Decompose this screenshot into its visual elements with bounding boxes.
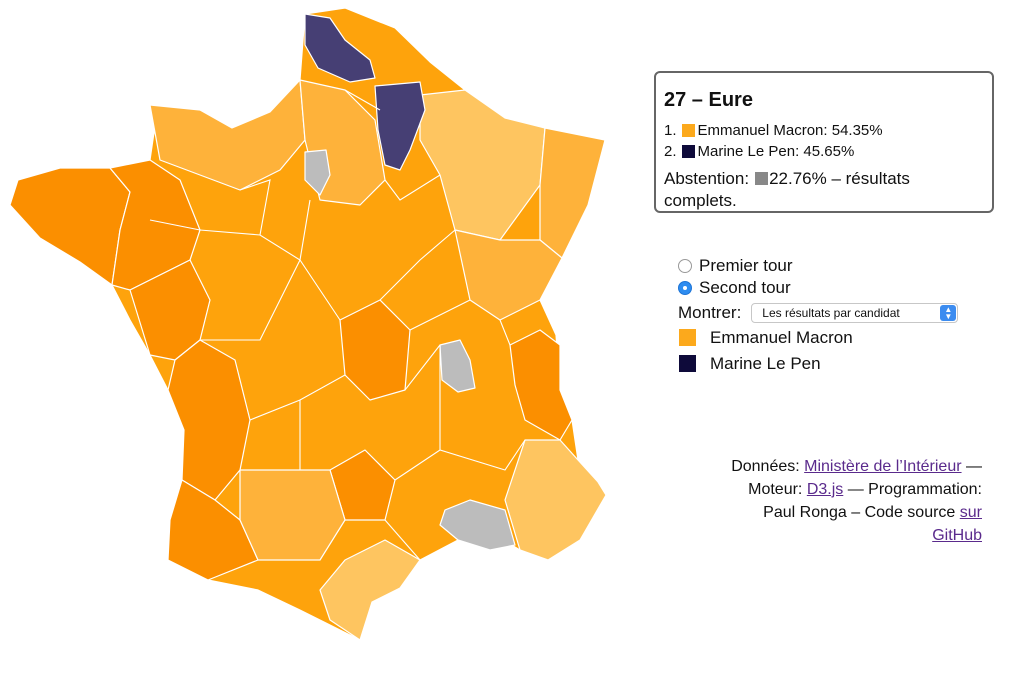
department-area[interactable]	[167, 339, 251, 501]
show-label: Montrer:	[678, 303, 742, 322]
radio-button-icon[interactable]	[678, 259, 692, 273]
departments-layer	[9, 7, 607, 641]
department-area[interactable]	[454, 229, 563, 321]
result-text: Emmanuel Macron: 54.35%	[697, 122, 883, 139]
department-border	[409, 299, 471, 331]
radio-label[interactable]: Second tour	[699, 278, 791, 297]
department-border	[299, 199, 311, 261]
credits-programming: — Programmation: Paul Ronga –	[763, 481, 982, 521]
department-area[interactable]	[319, 539, 421, 641]
github-link[interactable]: sur GitHub	[932, 504, 982, 544]
ministere-link[interactable]: Ministère de l’Intérieur	[804, 458, 962, 475]
d3-link[interactable]: D3.js	[806, 481, 844, 498]
abstention-swatch	[755, 172, 769, 185]
department-area[interactable]	[129, 259, 211, 361]
department-border	[499, 319, 511, 346]
credits-engine-label: — Moteur:	[748, 458, 982, 498]
credits: Données: Ministère de l’Intérieur — Mote…	[720, 455, 982, 547]
credits-source-label: Code source	[864, 504, 956, 521]
map-controls: Premier tour Second tour Montrer: Les ré…	[678, 255, 998, 376]
result-rank: 1.	[664, 122, 677, 139]
abstention-label: Abstention:	[664, 169, 750, 188]
legend-item-macron: Emmanuel Macron	[678, 325, 998, 350]
department-area[interactable]	[504, 439, 607, 561]
department-border	[199, 229, 341, 321]
legend-swatch	[679, 329, 696, 346]
abstention-value: 22.76% – résultats complets.	[664, 169, 910, 210]
department-area[interactable]	[9, 167, 131, 286]
select-stepper-icon[interactable]: ▲ ▼	[940, 305, 957, 321]
department-area[interactable]	[539, 127, 606, 259]
legend-swatch	[679, 355, 696, 372]
result-text: Marine Le Pen: 45.65%	[697, 143, 855, 160]
department-area[interactable]	[509, 329, 573, 441]
legend-item-lepen: Marine Le Pen	[678, 351, 998, 376]
result-rank: 2.	[664, 143, 677, 160]
department-border	[149, 219, 201, 231]
department-area[interactable]	[439, 499, 516, 551]
radio-button-icon[interactable]	[678, 281, 692, 295]
department-border	[394, 439, 526, 481]
department-border	[404, 344, 441, 391]
show-select[interactable]: Les résultats par candidat ▲ ▼	[751, 303, 959, 323]
department-area[interactable]	[304, 13, 376, 83]
department-border	[239, 179, 271, 236]
department-info-box: 27 – Eure 1. Emmanuel Macron: 54.35% 2. …	[654, 71, 994, 213]
show-select-value[interactable]: Les résultats par candidat	[762, 306, 900, 320]
department-border	[200, 259, 301, 341]
department-border	[379, 229, 456, 301]
legend-label: Marine Le Pen	[710, 353, 821, 373]
department-area[interactable]	[419, 89, 546, 241]
legend-label: Emmanuel Macron	[710, 327, 853, 347]
department-area[interactable]	[374, 81, 426, 171]
radio-label[interactable]: Premier tour	[699, 256, 793, 275]
radio-premier-tour[interactable]: Premier tour	[678, 255, 998, 277]
result-row-1: 1. Emmanuel Macron: 54.35%	[664, 120, 982, 141]
radio-second-tour[interactable]: Second tour	[678, 277, 998, 299]
result-row-2: 2. Marine Le Pen: 45.65%	[664, 141, 982, 162]
abstention-line: Abstention: 22.76% – résultats complets.	[664, 168, 982, 212]
credits-data-label: Données:	[731, 458, 800, 475]
department-area[interactable]	[439, 339, 476, 393]
department-area[interactable]	[304, 149, 331, 196]
france-departments-map	[9, 7, 607, 641]
macron-color-swatch	[681, 124, 695, 137]
lepen-color-swatch	[681, 145, 695, 158]
department-border	[344, 89, 381, 111]
department-area[interactable]	[239, 469, 346, 561]
department-border	[384, 519, 421, 561]
show-selector-row: Montrer: Les résultats par candidat ▲ ▼	[678, 302, 998, 324]
department-border	[384, 174, 441, 201]
department-title: 27 – Eure	[664, 89, 753, 111]
